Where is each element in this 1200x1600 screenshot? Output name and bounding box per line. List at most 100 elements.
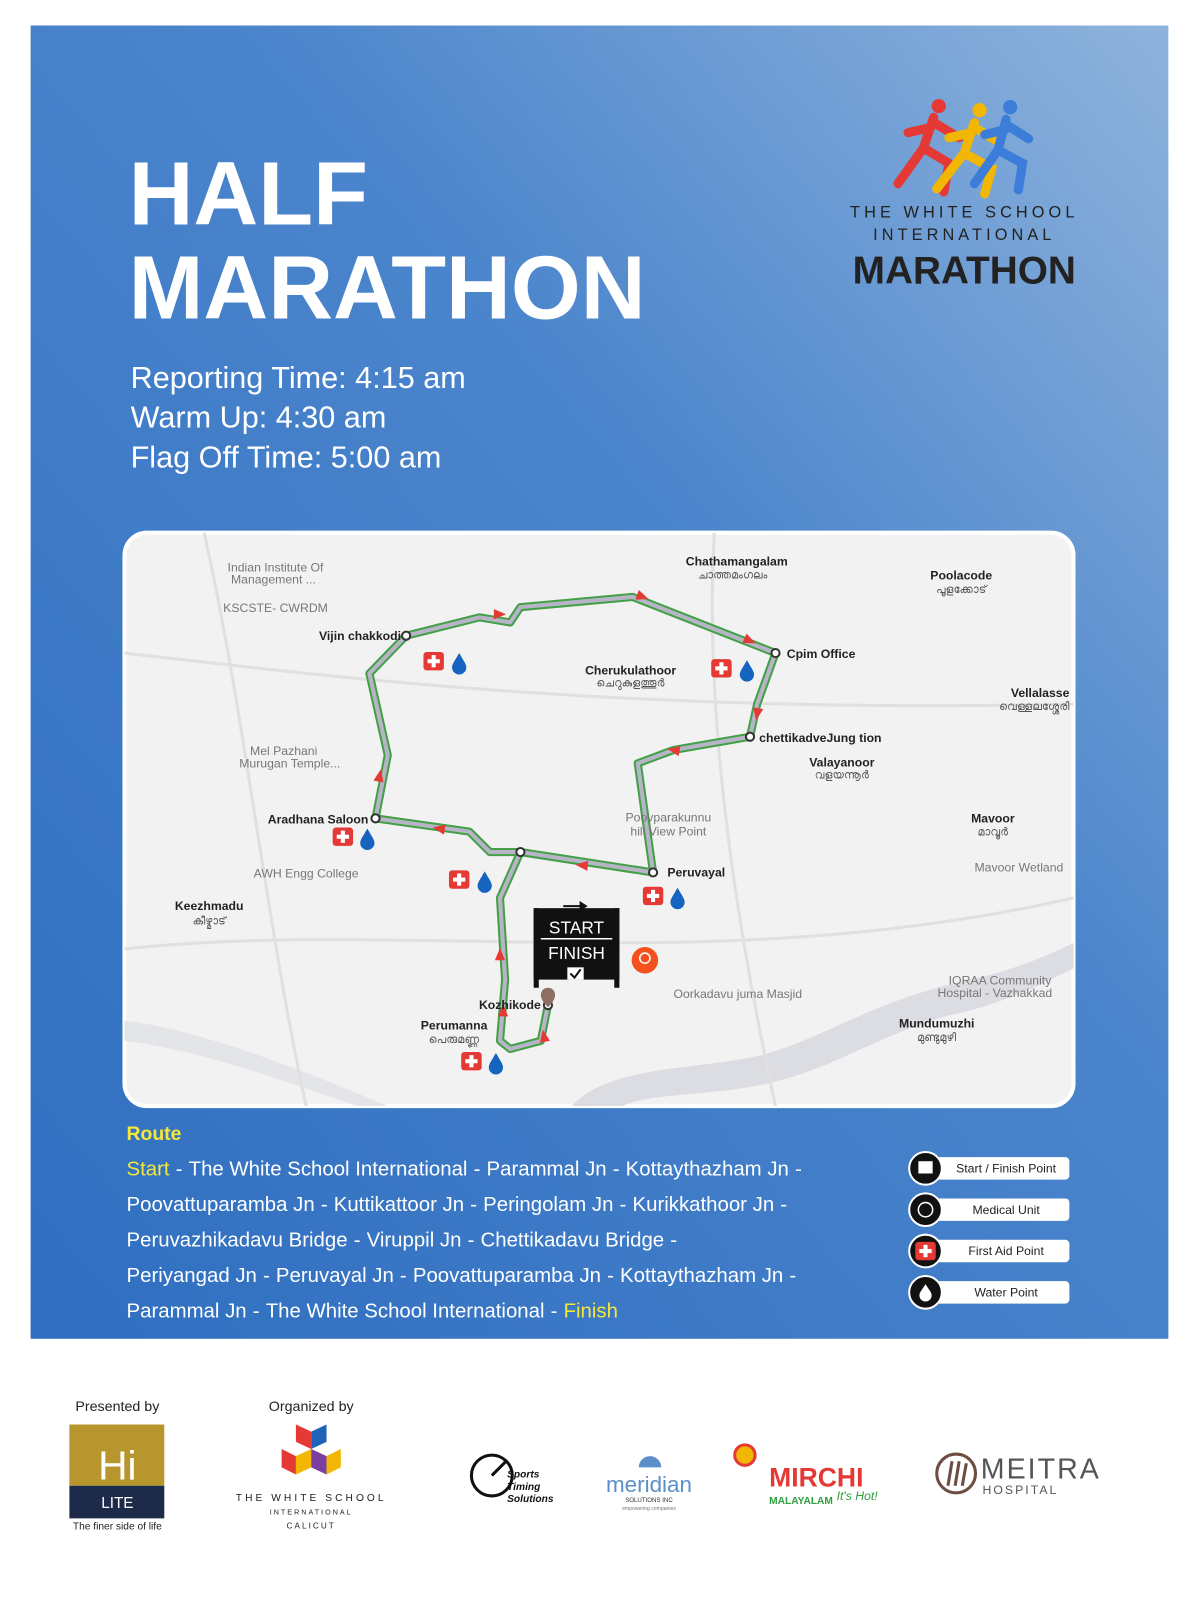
map-label: Cpim Office (787, 647, 856, 661)
map-label: AWH Engg College (254, 867, 359, 881)
route-stop: Kottaythazham Jn (620, 1265, 783, 1287)
map-label: Aradhana Saloon (268, 812, 369, 826)
logo-line: INTERNATIONAL (873, 226, 1055, 244)
route-finish: Finish (564, 1301, 618, 1323)
route-heading: Route (127, 1123, 182, 1145)
route-line: Peruvazhikadavu Bridge - Viruppil Jn - Chett… (127, 1230, 678, 1252)
route-stop: Poovattuparamba Jn (413, 1265, 601, 1287)
sponsor-text: Timing (507, 1482, 541, 1493)
route-stop: Viruppil Jn (367, 1230, 462, 1252)
organizer-text: INTERNATIONAL (270, 1508, 353, 1516)
map-label: പെരുമണ്ണ (429, 1034, 480, 1047)
route-stop: The White School International (266, 1301, 545, 1323)
map-label: Poolacode (930, 569, 992, 583)
map-label: Peruvayal (667, 866, 725, 880)
sign-text: FINISH (548, 943, 605, 963)
map-label: മാവൂർ (978, 827, 1009, 839)
map-label: Murugan Temple... (239, 756, 340, 770)
map-label: chettikadveJung tion (759, 731, 881, 745)
route-stop: Poovattuparamba Jn (127, 1194, 315, 1216)
map-label: Keezhmadu (175, 899, 244, 913)
sponsor-text: Sports (507, 1470, 540, 1481)
sts-logo (490, 1460, 508, 1477)
meridian-logo (638, 1456, 662, 1468)
route-separator: - (789, 1265, 796, 1287)
route-separator: - (321, 1194, 328, 1216)
sts-logo (469, 1453, 514, 1498)
sponsor-text: meridian (606, 1472, 692, 1497)
map-label: പൂളക്കോട് (936, 584, 988, 596)
route-stop: Kuttikattoor Jn (334, 1194, 464, 1216)
footer-caption: Presented by (75, 1399, 160, 1415)
route-separator: - (670, 1230, 677, 1252)
logo-line: THE WHITE SCHOOL (850, 203, 1078, 221)
map-label: Chathamangalam (686, 554, 788, 568)
route-stop: Kurikkathoor Jn (633, 1194, 775, 1216)
route-separator: - (176, 1159, 183, 1181)
footer: Presented by Hi LITE The finer side of l… (69, 1399, 1101, 1533)
hilite-text: LITE (101, 1495, 133, 1512)
route-separator: - (354, 1230, 361, 1252)
route-start: Start (127, 1159, 170, 1181)
legend-label: Start / Finish Point (956, 1161, 1057, 1175)
legend-label: Medical Unit (972, 1203, 1040, 1217)
route-stop: Kottaythazham Jn (626, 1159, 789, 1181)
legend-icon (918, 1161, 933, 1174)
legend-icon (915, 1241, 936, 1261)
legend-icon (919, 1284, 932, 1302)
route-text: Start - The White School International - Par… (127, 1159, 802, 1323)
start-finish-sign: START FINISH (533, 901, 659, 1008)
legend-pill (930, 1239, 1070, 1263)
map-label: KSCSTE- CWRDM (223, 601, 328, 615)
route-line: Parammal Jn - The White School Internation… (127, 1301, 618, 1323)
route-separator: - (620, 1194, 627, 1216)
route-separator: - (795, 1159, 802, 1181)
map-label: Mavoor Wetland (974, 860, 1063, 874)
footer-caption: Organized by (269, 1399, 355, 1415)
legend-label: First Aid Point (968, 1244, 1044, 1258)
sign-text: START (549, 918, 605, 938)
route-line (367, 594, 778, 1052)
route-stop: Parammal Jn (127, 1301, 247, 1323)
legend-pill (930, 1198, 1070, 1221)
map-label: Cherukulathoor (585, 663, 676, 677)
title: MARATHON (129, 238, 646, 338)
route-map: START FINISH Indian Institute OfManageme… (122, 530, 1076, 1109)
route-separator: - (780, 1194, 787, 1216)
route-stop: The White School International (189, 1159, 468, 1181)
map-label: Hospital - Vazhakkad (938, 986, 1053, 1000)
hilite-text: Hi (98, 1443, 137, 1489)
map-label: കീഴ്മാട് (193, 915, 228, 928)
map-label: Valayanoor (809, 755, 875, 769)
route-line: Periyangad Jn - Peruvayal Jn - Poovattuparam… (127, 1265, 797, 1287)
mirchi-logo (733, 1443, 757, 1467)
hilite-logo (69, 1424, 165, 1486)
map-label: Mundumuzhi (899, 1017, 974, 1031)
sponsor-text: HOSPITAL (982, 1483, 1058, 1497)
route-separator: - (607, 1265, 614, 1287)
map-label: Vellalasse (1011, 686, 1070, 700)
route-stop: Peruvazhikadavu Bridge (127, 1230, 348, 1252)
route-stop: Chettikadavu Bridge (481, 1230, 665, 1252)
route-line: Poovattuparamba Jn - Kuttikattoor Jn - Perin… (127, 1194, 788, 1216)
sponsor-text: It's Hot! (837, 1489, 879, 1503)
map-label: Mel Pazhani (250, 744, 317, 758)
legend-pill (930, 1157, 1070, 1180)
legend-pill (930, 1281, 1070, 1304)
title: HALF (129, 144, 368, 244)
sponsor-text: MEITRA (981, 1454, 1101, 1486)
time-line: Flag Off Time: 5:00 am (131, 440, 442, 474)
route-separator: - (263, 1265, 270, 1287)
map-label: Perumanna (421, 1019, 488, 1033)
map-label: Management ... (231, 573, 316, 587)
route-stop: Parammal Jn (487, 1159, 607, 1181)
map-label: Poovparakunnu (626, 810, 712, 824)
route-stop: Periyangad Jn (127, 1265, 257, 1287)
route-separator: - (474, 1159, 481, 1181)
sponsor-text: empowering companies (622, 1506, 676, 1512)
sponsor-text: MIRCHI (769, 1463, 863, 1493)
map-label: ചെറുകുളത്തൂർ (597, 678, 665, 690)
organizer-text: THE WHITE SCHOOL (236, 1493, 387, 1504)
legend-icon (917, 1201, 934, 1218)
map-label: മുണ്ടുമുഴി (917, 1032, 956, 1044)
